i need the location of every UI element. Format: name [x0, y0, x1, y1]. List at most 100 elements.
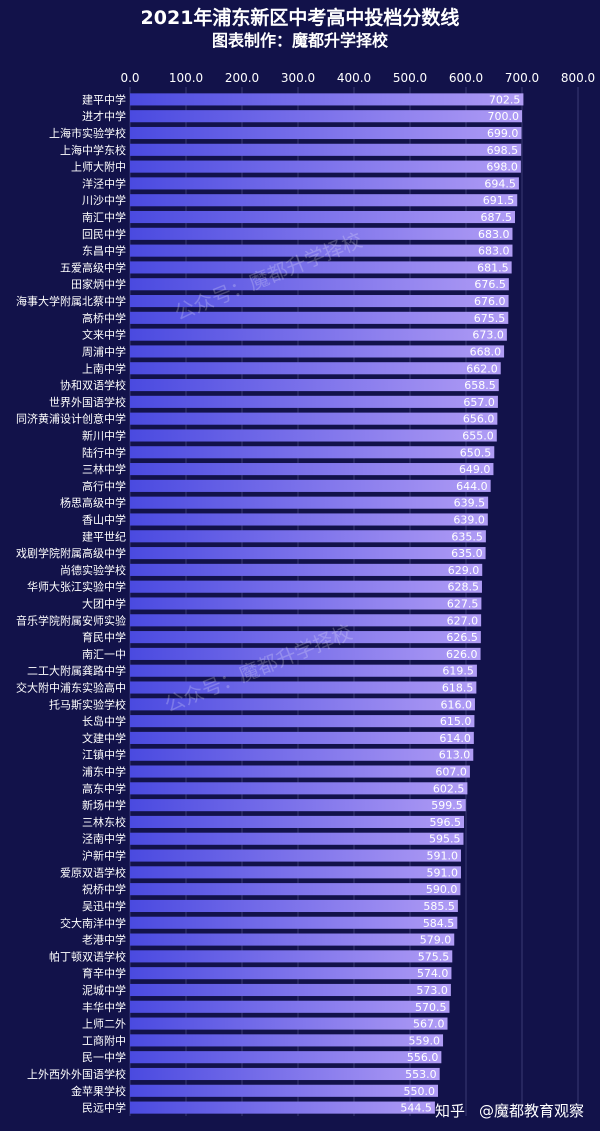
category-label: 周浦中学 — [82, 344, 126, 358]
bar — [130, 597, 482, 610]
category-label: 交大南洋中学 — [60, 916, 126, 930]
bar — [130, 328, 507, 341]
bar — [130, 177, 519, 190]
category-label: 五爱高级中学 — [60, 260, 126, 274]
category-label: 田家炳中学 — [71, 277, 126, 291]
category-label: 吴迅中学 — [82, 899, 126, 913]
category-label: 高行中学 — [82, 479, 126, 493]
bar — [130, 563, 483, 576]
category-label: 民一中学 — [82, 1050, 126, 1064]
category-label: 川沙中学 — [82, 193, 126, 207]
value-label: 639.5 — [454, 497, 486, 510]
category-label: 育辛中学 — [82, 966, 126, 980]
category-label: 交大附中浦东实验高中 — [16, 681, 126, 695]
category-label: 二工大附属龚路中学 — [27, 664, 126, 678]
chart-title: 2021年浦东新区中考高中投档分数线 — [140, 7, 460, 29]
category-label: 回民中学 — [82, 227, 126, 241]
category-label: 新场中学 — [82, 798, 126, 812]
footer-author: @魔都教育观察 — [478, 1102, 584, 1120]
bar — [130, 1051, 442, 1064]
bar — [130, 1084, 438, 1097]
bar — [130, 1067, 440, 1081]
value-label: 599.5 — [431, 799, 463, 812]
value-label: 595.5 — [429, 833, 461, 846]
bar — [130, 1017, 448, 1030]
bar — [130, 530, 486, 543]
bar — [130, 1000, 450, 1013]
bar — [130, 631, 481, 644]
category-label: 华师大张江实验中学 — [27, 580, 126, 594]
category-label: 建平中学 — [82, 92, 126, 106]
value-label: 681.5 — [477, 261, 509, 274]
value-label: 574.0 — [417, 967, 449, 980]
footer-site: 知乎 — [434, 1102, 465, 1120]
bar — [130, 143, 522, 156]
value-label: 698.5 — [487, 144, 519, 157]
value-label: 596.5 — [430, 816, 462, 829]
value-label: 683.0 — [478, 245, 510, 258]
bar — [130, 883, 461, 896]
value-label: 591.0 — [426, 866, 458, 879]
value-label: 699.0 — [487, 127, 519, 140]
x-tick-label: 800.0 — [561, 71, 595, 85]
bar — [130, 731, 474, 744]
category-label: 老港中学 — [82, 933, 126, 947]
bar — [130, 647, 481, 660]
bar — [130, 899, 458, 913]
value-label: 662.0 — [466, 362, 498, 375]
value-label: 602.5 — [433, 782, 465, 795]
category-label: 南汇中学 — [82, 210, 126, 224]
category-label: 海事大学附属北蔡中学 — [16, 294, 126, 308]
value-label: 626.0 — [446, 648, 478, 661]
category-label: 建平世纪 — [82, 529, 126, 543]
category-label: 托马斯实验学校 — [49, 697, 126, 711]
bar — [130, 93, 524, 106]
value-label: 675.5 — [474, 312, 506, 325]
bar — [130, 479, 491, 492]
value-label: 657.0 — [463, 396, 495, 409]
x-tick-label: 500.0 — [393, 71, 427, 85]
value-label: 584.5 — [423, 917, 455, 930]
footer: 知乎 @魔都教育观察 — [421, 1100, 584, 1121]
value-label: 613.0 — [439, 749, 471, 762]
bar — [130, 698, 475, 711]
value-label: 579.0 — [420, 934, 452, 947]
bar — [130, 261, 512, 274]
bar-layer — [130, 93, 524, 1114]
chart-subtitle: 图表制作：魔都升学择校 — [211, 31, 388, 50]
category-label: 陆行中学 — [82, 445, 126, 459]
bar — [130, 547, 486, 560]
category-label: 上南中学 — [82, 361, 126, 375]
value-label: 687.5 — [481, 211, 513, 224]
category-label: 高桥中学 — [82, 311, 126, 325]
category-label: 世界外国语学校 — [49, 395, 126, 409]
bar — [130, 983, 451, 997]
value-label: 626.5 — [446, 631, 478, 644]
value-label: 639.0 — [453, 513, 485, 526]
x-tick-label: 0.0 — [120, 71, 139, 85]
category-label: 上师二外 — [82, 1018, 126, 1031]
bar — [130, 815, 465, 828]
value-label: 656.0 — [463, 413, 495, 426]
category-label: 南汇一中 — [82, 648, 126, 661]
value-label: 629.0 — [448, 564, 480, 577]
category-label: 工商附中 — [82, 1033, 126, 1047]
value-label: 650.5 — [460, 446, 492, 459]
value-label: 655.0 — [462, 429, 494, 442]
value-label: 698.0 — [486, 161, 518, 174]
bar — [130, 967, 452, 980]
value-label: 615.0 — [440, 715, 472, 728]
value-label: 668.0 — [470, 345, 502, 358]
category-label: 上海中学东校 — [60, 143, 126, 157]
category-label: 洋泾中学 — [82, 176, 126, 190]
x-tick-label: 100.0 — [169, 71, 203, 85]
category-label: 上师大附中 — [71, 160, 126, 174]
value-label: 544.5 — [400, 1102, 432, 1115]
value-label: 590.0 — [426, 883, 458, 896]
value-label: 627.5 — [447, 598, 479, 611]
value-label: 649.0 — [459, 463, 491, 476]
bar — [130, 664, 477, 677]
category-label: 香山中学 — [82, 512, 126, 526]
value-label: 635.0 — [451, 547, 483, 560]
